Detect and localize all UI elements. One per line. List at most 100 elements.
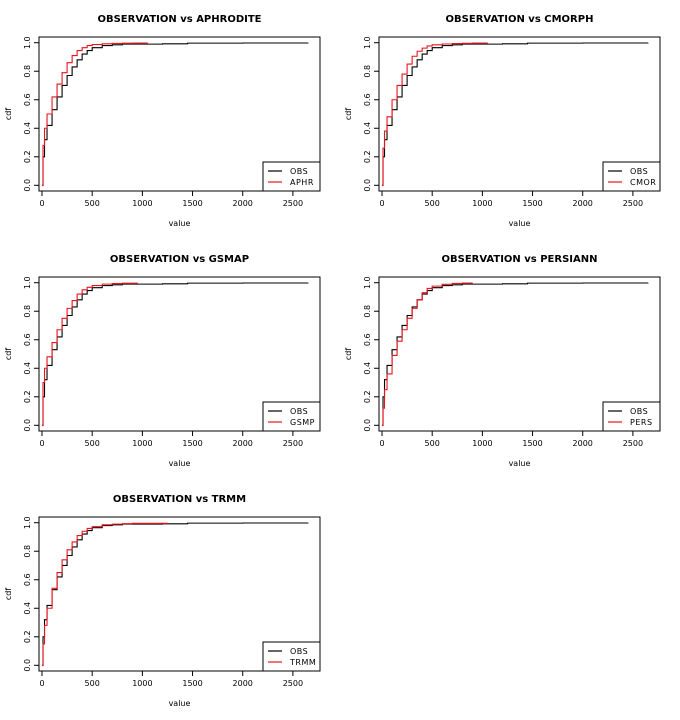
chart-title: OBSERVATION vs TRMM bbox=[113, 494, 246, 505]
y-tick-label: 0.6 bbox=[23, 573, 32, 586]
legend-box bbox=[602, 161, 661, 192]
legend-label-aphr: APHR bbox=[290, 178, 314, 187]
legend-label-trmm: TRMM bbox=[289, 658, 316, 667]
y-tick-label: 1.0 bbox=[23, 516, 32, 529]
y-axis-label: cdf bbox=[4, 108, 13, 120]
x-tick-label: 2000 bbox=[233, 439, 253, 448]
y-tick-label: 0.2 bbox=[363, 150, 372, 163]
x-tick-label: 0 bbox=[379, 439, 384, 448]
x-tick-label: 2500 bbox=[283, 439, 303, 448]
series-line-obs bbox=[382, 42, 649, 186]
plot-frame bbox=[378, 36, 661, 192]
x-tick-label: 1500 bbox=[182, 679, 202, 688]
y-tick-label: 1.0 bbox=[363, 36, 372, 49]
y-tick-label: 0.6 bbox=[23, 333, 32, 346]
x-tick-label: 0 bbox=[39, 439, 44, 448]
y-tick-label: 0.4 bbox=[23, 122, 32, 135]
y-axis-label: cdf bbox=[4, 588, 13, 600]
legend-box bbox=[262, 401, 321, 432]
y-tick-label: 0.8 bbox=[23, 545, 32, 558]
x-tick-label: 2000 bbox=[573, 199, 593, 208]
y-tick-label: 0.8 bbox=[363, 305, 372, 318]
plot-frame bbox=[38, 276, 321, 432]
x-tick-label: 1000 bbox=[132, 679, 152, 688]
y-tick-label: 1.0 bbox=[23, 276, 32, 289]
legend-label-obs: OBS bbox=[630, 167, 648, 176]
legend: OBS GSMP bbox=[262, 401, 321, 432]
y-axis-label: cdf bbox=[344, 108, 353, 120]
legend: OBS PERS bbox=[602, 401, 661, 432]
y-tick-label: 0.0 bbox=[23, 659, 32, 672]
series-line-aphr bbox=[42, 42, 148, 186]
legend-label-obs: OBS bbox=[290, 167, 308, 176]
x-axis-label: value bbox=[509, 459, 531, 468]
x-tick-label: 2500 bbox=[283, 679, 303, 688]
x-tick-label: 1000 bbox=[472, 439, 492, 448]
y-tick-label: 0.2 bbox=[23, 630, 32, 643]
legend-label-obs: OBS bbox=[290, 647, 308, 656]
legend-box bbox=[262, 161, 321, 192]
plot-frame bbox=[38, 36, 321, 192]
y-tick-label: 0.6 bbox=[363, 93, 372, 106]
legend-box bbox=[602, 401, 661, 432]
legend-label-gsmp: GSMP bbox=[290, 418, 315, 427]
y-tick-label: 0.0 bbox=[23, 419, 32, 432]
x-tick-label: 1500 bbox=[522, 439, 542, 448]
plot-frame bbox=[38, 516, 321, 672]
series-line-trmm bbox=[42, 522, 169, 666]
legend: OBS CMOR bbox=[602, 161, 661, 192]
legend-label-obs: OBS bbox=[630, 407, 648, 416]
x-tick-label: 500 bbox=[425, 439, 440, 448]
y-tick-label: 0.8 bbox=[23, 305, 32, 318]
y-tick-label: 0.8 bbox=[23, 65, 32, 78]
plot-frame bbox=[378, 276, 661, 432]
x-tick-label: 500 bbox=[425, 199, 440, 208]
y-tick-label: 0.8 bbox=[363, 65, 372, 78]
x-tick-label: 500 bbox=[85, 199, 100, 208]
y-tick-label: 0.0 bbox=[23, 179, 32, 192]
x-tick-label: 2500 bbox=[283, 199, 303, 208]
series-line-obs bbox=[42, 282, 309, 426]
y-tick-label: 1.0 bbox=[363, 276, 372, 289]
chart-title: OBSERVATION vs APHRODITE bbox=[97, 14, 261, 25]
y-tick-label: 0.0 bbox=[363, 419, 372, 432]
x-tick-label: 2500 bbox=[623, 439, 643, 448]
y-tick-label: 0.6 bbox=[23, 93, 32, 106]
y-tick-label: 0.4 bbox=[23, 602, 32, 615]
y-tick-label: 0.6 bbox=[363, 333, 372, 346]
y-tick-label: 0.0 bbox=[363, 179, 372, 192]
chart-panel-1: OBSERVATION vs APHRODITE 0 500 1000 1500 2000… bbox=[4, 14, 321, 228]
y-tick-label: 0.2 bbox=[363, 390, 372, 403]
x-axis-label: value bbox=[169, 459, 191, 468]
y-axis-label: cdf bbox=[344, 348, 353, 360]
chart-title: OBSERVATION vs PERSIANN bbox=[442, 254, 598, 265]
legend-label-pers: PERS bbox=[630, 418, 653, 427]
x-axis-label: value bbox=[509, 219, 531, 228]
x-tick-label: 1000 bbox=[472, 199, 492, 208]
y-tick-label: 0.2 bbox=[23, 150, 32, 163]
chart-panel-2: OBSERVATION vs CMORPH 0 500 1000 1500 2000 250… bbox=[344, 14, 661, 228]
x-tick-label: 0 bbox=[39, 679, 44, 688]
y-axis-label: cdf bbox=[4, 348, 13, 360]
chart-panel-4: OBSERVATION vs PERSIANN 0 500 1000 1500 2000 2… bbox=[344, 254, 661, 468]
x-tick-label: 2000 bbox=[233, 679, 253, 688]
x-axis-label: value bbox=[169, 699, 191, 708]
x-tick-label: 1500 bbox=[182, 439, 202, 448]
legend: OBS APHR bbox=[262, 161, 321, 192]
series-line-cmor bbox=[382, 42, 488, 186]
x-tick-label: 500 bbox=[85, 679, 100, 688]
legend-box bbox=[262, 641, 321, 672]
x-axis-label: value bbox=[169, 219, 191, 228]
x-tick-label: 1000 bbox=[132, 439, 152, 448]
x-tick-label: 2500 bbox=[623, 199, 643, 208]
chart-panel-3: OBSERVATION vs GSMAP 0 500 1000 1500 2000 2500… bbox=[4, 254, 321, 468]
legend: OBS TRMM bbox=[262, 641, 321, 672]
y-tick-label: 0.4 bbox=[363, 362, 372, 375]
series-line-gsmp bbox=[42, 282, 138, 426]
y-tick-label: 1.0 bbox=[23, 36, 32, 49]
x-tick-label: 1500 bbox=[522, 199, 542, 208]
legend-label-cmor: CMOR bbox=[630, 178, 656, 187]
x-tick-label: 2000 bbox=[573, 439, 593, 448]
chart-title: OBSERVATION vs GSMAP bbox=[110, 254, 249, 265]
x-tick-label: 500 bbox=[85, 439, 100, 448]
